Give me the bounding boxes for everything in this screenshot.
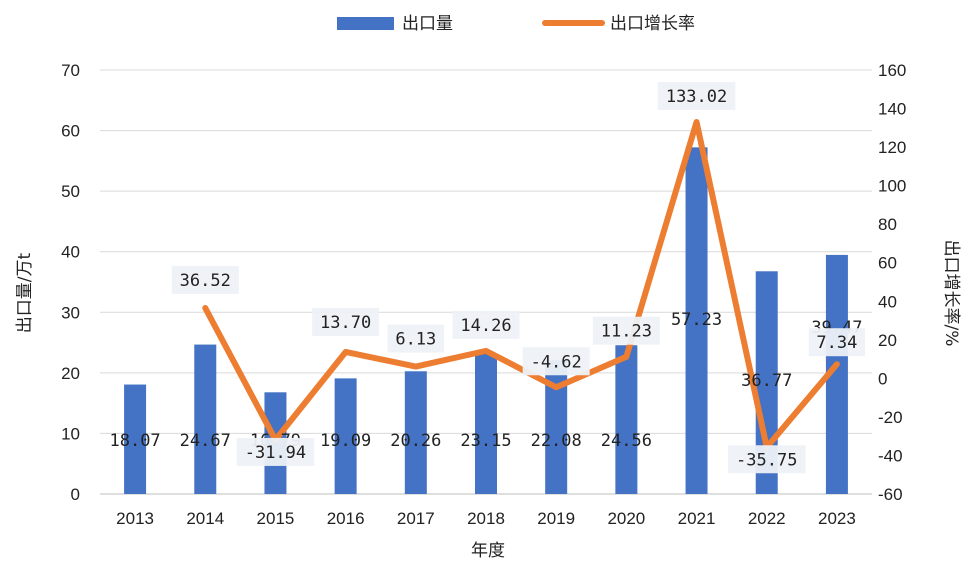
left-tick-label: 10 — [61, 424, 80, 443]
bar — [615, 345, 638, 494]
bar-value-label: 23.15 — [460, 431, 511, 451]
growth-value-label: 6.13 — [395, 330, 436, 350]
bar-value-label: 36.77 — [741, 371, 792, 391]
right-tick-label: 120 — [878, 138, 906, 157]
bar-value-label: 22.08 — [531, 431, 582, 451]
legend-line-label: 出口增长率 — [610, 14, 695, 34]
legend-bar-label: 出口量 — [402, 14, 453, 34]
x-tick-label: 2014 — [186, 509, 224, 528]
left-axis-title: 出口量/万t — [15, 252, 35, 333]
x-axis-title: 年度 — [471, 541, 505, 561]
left-tick-label: 40 — [61, 243, 80, 262]
x-axis-ticks: 2013 2014 2015 2016 2017 2018 2019 2020 2021 2022… — [116, 509, 856, 528]
left-tick-label: 20 — [61, 364, 80, 383]
bar-value-label: 20.26 — [390, 431, 441, 451]
right-tick-label: 20 — [878, 331, 897, 350]
growth-label-box — [657, 81, 736, 110]
growth-label-box — [727, 445, 806, 474]
left-tick-label: 0 — [71, 485, 80, 504]
growth-label-box — [171, 265, 239, 294]
bar — [685, 147, 708, 494]
growth-label-box — [236, 437, 315, 466]
growth-value-label: 36.52 — [180, 271, 231, 291]
legend: 出口量 出口增长率 — [337, 14, 695, 34]
left-tick-label: 60 — [61, 122, 80, 141]
right-tick-label: -20 — [878, 408, 903, 427]
bar-value-label: 57.23 — [671, 310, 722, 330]
growth-value-label: -4.62 — [531, 352, 582, 372]
bar-value-label: 19.09 — [320, 431, 371, 451]
x-tick-label: 2016 — [327, 509, 365, 528]
line-series — [202, 118, 840, 451]
right-tick-label: 100 — [878, 177, 906, 196]
growth-label-box — [592, 316, 660, 345]
bar — [124, 384, 147, 494]
right-tick-label: 60 — [878, 254, 897, 273]
x-tick-label: 2013 — [116, 509, 154, 528]
right-axis-ticks: -60 -40 -20 0 20 40 60 80 100 120 140 160 — [878, 61, 906, 504]
right-tick-label: 160 — [878, 61, 906, 80]
growth-value-label: 7.34 — [816, 333, 857, 353]
growth-label-box — [312, 307, 380, 336]
growth-value-label: 11.23 — [601, 322, 652, 342]
x-tick-label: 2023 — [818, 509, 856, 528]
x-tick-label: 2017 — [397, 509, 435, 528]
right-tick-label: 140 — [878, 100, 906, 119]
right-tick-label: 80 — [878, 215, 897, 234]
growth-value-label: 13.70 — [320, 313, 371, 333]
x-tick-label: 2020 — [607, 509, 645, 528]
legend-bar-swatch — [337, 17, 394, 30]
right-tick-label: -60 — [878, 485, 903, 504]
right-tick-label: 0 — [878, 369, 887, 388]
x-tick-label: 2021 — [678, 509, 716, 528]
growth-value-label: -31.94 — [245, 443, 306, 463]
growth-label-box — [452, 310, 520, 339]
left-tick-label: 70 — [61, 61, 80, 80]
bar — [475, 353, 497, 494]
growth-line — [202, 118, 840, 451]
bar — [334, 378, 357, 494]
right-tick-label: -40 — [878, 446, 903, 465]
growth-value-label: -35.75 — [736, 450, 797, 470]
bar — [194, 344, 217, 494]
data-labels: 18.0724.6716.7919.0920.2623.1522.0824.56… — [109, 81, 866, 474]
left-axis-ticks: 0 10 20 30 40 50 60 70 — [61, 61, 80, 504]
growth-label-box — [522, 347, 590, 376]
bar — [404, 371, 427, 494]
x-tick-label: 2015 — [257, 509, 295, 528]
bar — [545, 360, 568, 494]
bar-value-label: 18.07 — [109, 431, 160, 451]
growth-value-label: 133.02 — [666, 87, 727, 107]
bar — [825, 254, 848, 494]
x-tick-label: 2019 — [537, 509, 575, 528]
x-tick-label: 2022 — [748, 509, 786, 528]
x-tick-label: 2018 — [467, 509, 505, 528]
left-tick-label: 50 — [61, 182, 80, 201]
growth-label-box — [808, 328, 866, 357]
bar-value-label: 24.67 — [180, 431, 231, 451]
right-tick-label: 40 — [878, 292, 897, 311]
bar-value-label: 24.56 — [601, 431, 652, 451]
growth-value-label: 14.26 — [460, 316, 511, 336]
growth-label-box — [387, 324, 445, 353]
right-axis-title: 出口增长率/% — [941, 240, 961, 347]
left-tick-label: 30 — [61, 303, 80, 322]
